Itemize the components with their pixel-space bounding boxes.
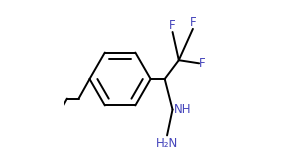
Text: F: F: [199, 57, 206, 70]
Text: F: F: [190, 16, 196, 29]
Text: NH: NH: [174, 103, 192, 116]
Text: H₂N: H₂N: [156, 137, 178, 150]
Text: F: F: [169, 19, 176, 32]
